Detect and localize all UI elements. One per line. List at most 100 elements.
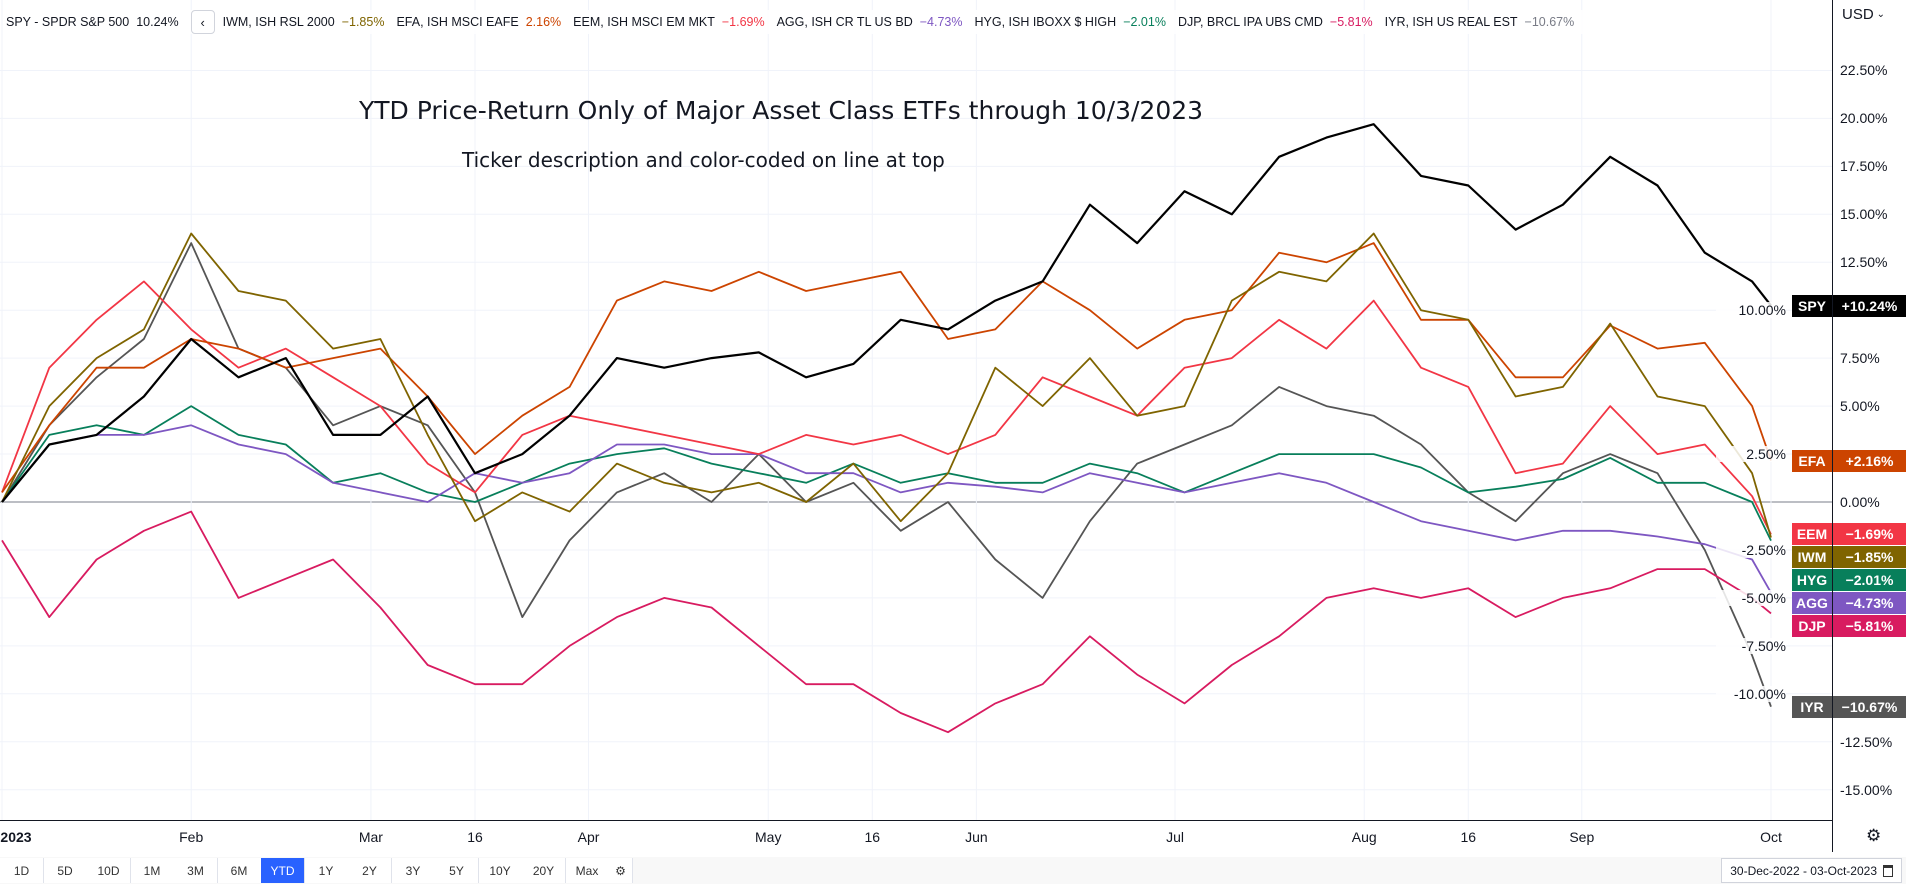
series-lines [1,123,1772,734]
settings-gear-icon[interactable]: ⚙ [1866,826,1882,845]
series-line-iyr[interactable] [1,242,1772,708]
y-tick-label: -15.00% [1840,781,1893,798]
x-tick-label: Sep [1569,829,1595,845]
series-line-iwm[interactable] [1,232,1772,538]
legend-value: −4.73% [919,15,963,29]
legend-item-spy[interactable]: SPY - SPDR S&P 500 10.24% [6,15,179,29]
tag-value: −10.67% [1833,695,1906,718]
tag-value: +2.16% [1833,449,1906,472]
legend: SPY - SPDR S&P 500 10.24% ‹ IWM, ISH RSL 20… [6,10,1587,34]
x-tick-label: Apr [577,829,600,845]
tag-ticker: DJP [1792,615,1832,638]
series-line-eem[interactable] [1,280,1772,535]
time-axis[interactable]: 2023 Feb Mar 16 Apr May 16 Jun Jul Aug 16 Sep Oct [0,820,1832,852]
x-tick-label: 16 [1460,829,1477,845]
x-tick-label: Aug [1351,829,1377,845]
y-tick-label: 20.00% [1840,110,1888,127]
legend-name: SPY - SPDR S&P 500 [6,15,130,29]
range-button-5d[interactable]: 5D [43,858,88,883]
range-button-6m[interactable]: 6M [217,858,262,883]
tag-value: −1.69% [1833,523,1906,546]
chevron-left-icon: ‹ [200,14,205,30]
collapse-legend-button[interactable]: ‹ [190,10,215,34]
y-tick-label: -2.50% [1716,541,1786,558]
chart-title: YTD Price-Return Only of Major Asset Cla… [359,96,1204,125]
range-button-1y[interactable]: 1Y [304,858,349,883]
legend-value: −5.81% [1329,15,1373,29]
tag-value: +10.24% [1833,294,1906,317]
y-tick-label: 12.50% [1840,254,1888,271]
series-line-efa[interactable] [1,242,1772,493]
grid-lines [0,0,1832,820]
chart-plot-area[interactable] [0,0,1832,820]
legend-item-agg[interactable]: AGG, ISH CR TL US BD −4.73% [777,15,963,29]
tag-ticker: IYR [1792,695,1832,718]
x-tick-label: Jul [1166,829,1184,845]
legend-item-efa[interactable]: EFA, ISH MSCI EAFE 2.16% [396,15,561,29]
y-tick-label: -10.00% [1716,685,1786,702]
currency-selector[interactable]: USD ⌄ [1842,6,1885,23]
legend-name: EFA, ISH MSCI EAFE [396,15,519,29]
x-tick-label: Mar [358,829,383,845]
series-line-djp[interactable] [1,510,1772,734]
legend-name: AGG, ISH CR TL US BD [776,15,913,29]
legend-name: EEM, ISH MSCI EM MKT [573,15,715,29]
range-button-3m[interactable]: 3M [174,858,218,883]
y-tick-label: 7.50% [1840,350,1880,367]
legend-value: 2.16% [525,15,562,29]
series-line-hyg[interactable] [1,405,1772,541]
tag-ticker: EFA [1792,449,1832,472]
range-button-10y[interactable]: 10Y [478,858,523,883]
calendar-icon [1883,864,1893,877]
legend-value: 10.24% [136,15,179,29]
tag-value: −2.01% [1833,569,1906,592]
date-range-button[interactable]: 30-Dec-2022 - 03-Oct-2023 [1721,858,1902,883]
legend-item-djp[interactable]: DJP, BRCL IPA UBS CMD −5.81% [1178,15,1373,29]
tag-ticker: AGG [1792,592,1832,615]
y-tick-label: 0.00% [1840,494,1880,510]
tag-ticker: SPY [1792,294,1832,317]
y-tick-label: 5.00% [1840,398,1880,415]
range-button-1d[interactable]: 1D [0,858,44,883]
legend-name: HYG, ISH IBOXX $ HIGH [974,15,1117,29]
tag-ticker: IWM [1792,546,1832,569]
x-tick-label: 2023 [0,829,32,845]
range-button-3y[interactable]: 3Y [391,858,436,883]
range-button-5y[interactable]: 5Y [435,858,479,883]
y-tick-label: -5.00% [1716,589,1786,606]
chart-subtitle: Ticker description and color-coded on li… [462,148,945,172]
y-tick-label: -7.50% [1716,637,1786,654]
range-toolbar: 30-Dec-2022 - 03-Oct-2023 1D 5D 10D 1M 3M 6M Y… [0,857,1906,884]
legend-item-hyg[interactable]: HYG, ISH IBOXX $ HIGH −2.01% [974,15,1165,29]
date-range-label: 30-Dec-2022 - 03-Oct-2023 [1730,863,1877,878]
tag-value: −1.85% [1833,546,1906,569]
legend-item-iwm[interactable]: IWM, ISH RSL 2000 −1.85% [223,15,385,29]
price-axis[interactable] [1832,0,1906,852]
y-tick-label: -12.50% [1840,733,1893,750]
range-button-max[interactable]: Max [565,858,610,883]
x-tick-label: Jun [965,829,988,845]
legend-value: −1.85% [341,15,385,29]
range-settings-gear-icon[interactable]: ⚙ [609,858,633,883]
y-tick-label: 22.50% [1840,62,1888,79]
series-line-spy[interactable] [1,123,1772,503]
range-button-1m[interactable]: 1M [130,858,175,883]
range-button-20y[interactable]: 20Y [522,858,566,883]
y-tick-label: 17.50% [1840,158,1888,175]
x-tick-label: 16 [864,829,881,845]
legend-value: −2.01% [1123,15,1166,29]
range-button-10d[interactable]: 10D [87,858,131,883]
y-tick-label: 10.00% [1716,302,1786,319]
legend-item-iyr[interactable]: IYR, ISH US REAL EST −10.67% [1385,15,1575,29]
range-button-2y[interactable]: 2Y [348,858,392,883]
chevron-down-icon: ⌄ [1876,9,1886,20]
legend-name: DJP, BRCL IPA UBS CMD [1177,15,1323,29]
legend-value: −10.67% [1524,15,1575,29]
legend-item-eem[interactable]: EEM, ISH MSCI EM MKT −1.69% [573,15,764,29]
x-tick-label: Oct [1760,829,1782,845]
range-button-ytd[interactable]: YTD [261,858,305,883]
y-tick-label: 15.00% [1840,206,1888,223]
series-line-agg[interactable] [1,424,1772,594]
tag-value: −5.81% [1833,615,1906,638]
x-tick-label: 16 [467,829,483,845]
